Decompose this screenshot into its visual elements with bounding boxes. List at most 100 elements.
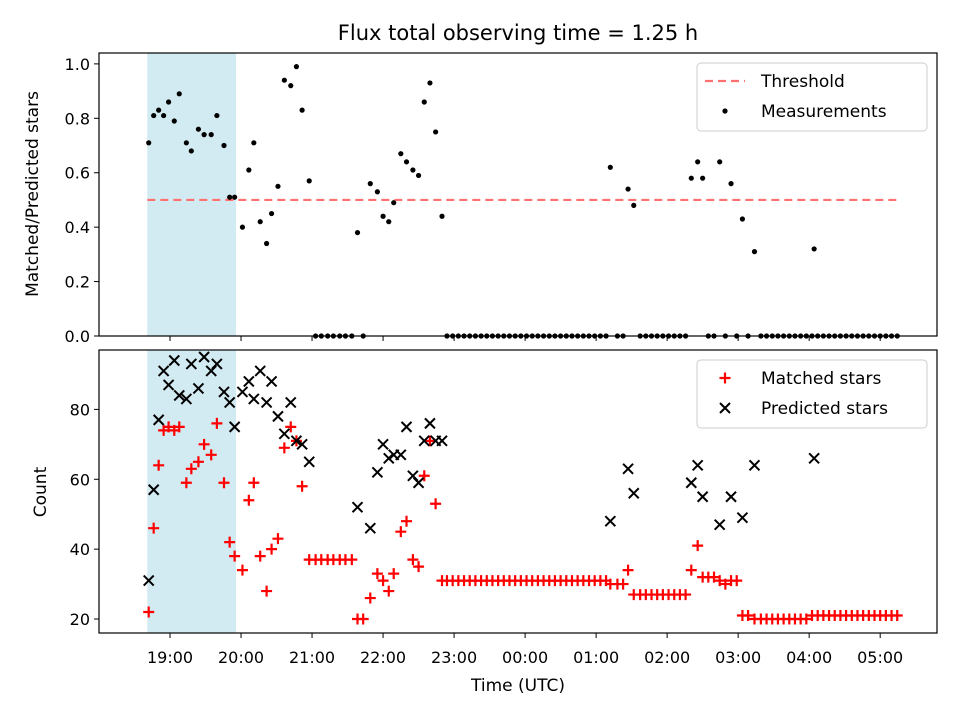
measurement-point [367,181,373,187]
predicted-star-point [400,421,413,433]
matched-star-point [742,610,754,622]
measurement-point [165,99,172,105]
matched-star-point [680,589,692,601]
predicted-star-point [412,477,425,489]
y-tick-label: 60 [70,470,90,489]
measurement-point [293,64,300,70]
measurement-point [354,229,361,236]
measurement-point [695,159,701,165]
predicted-star-point [364,522,376,534]
predicted-star-point [736,511,749,524]
predicted-star-point [395,449,407,461]
measurement-point [688,175,694,181]
matched-star-point [198,438,210,450]
predicted-star-point [236,386,249,398]
x-tick-label: 03:00 [715,648,761,667]
bottom-panel: 20 40 60 80 19:00 20:00 21:00 22:00 23:00 00:00 0… [31,349,938,667]
matched-star-point [272,533,284,545]
top-panel: 0.0 0.2 0.4 0.6 0.8 1.0 Matched/Predicted sta… [23,52,938,346]
matched-star-point [364,592,376,604]
x-tick-label: 22:00 [360,648,406,667]
measurement-point [246,167,252,173]
predicted-star-point [272,410,284,423]
observing-window-shade [147,350,237,633]
predicted-star-point [211,358,223,370]
matched-star-point [143,606,155,618]
matched-star-point [261,585,273,597]
matched-star-point [714,575,726,587]
chart-title: Flux total observing time = 1.25 h [338,21,698,45]
measurement-point [156,107,162,113]
y-tick-label: 80 [70,400,90,419]
y-tick-label: 20 [70,610,90,629]
bottom-panel-ylabel: Count [31,466,51,517]
measurement-point [151,112,157,119]
matched-star-point [205,449,217,461]
measurement-point [751,249,758,255]
predicted-star-point [192,382,205,395]
measurement-point [208,132,214,138]
matched-star-point [192,456,204,468]
predicted-star-point [254,365,266,377]
measurement-point [176,91,182,97]
measurement-point [386,219,392,225]
legend-box [696,359,928,429]
matched-star-point [229,550,241,562]
x-tick-label: 04:00 [786,648,832,667]
top-panel-ylabel: Matched/Predicted stars [23,91,43,297]
matched-star-point [243,494,255,506]
bottom-panel-frame [98,349,938,634]
predicted-star-point [285,396,297,409]
predicted-star-point [218,386,230,398]
predicted-star-point [243,375,255,388]
legend-predicted-swatch [719,402,731,414]
top-legend: Threshold Measurements [696,62,928,132]
matched-star-point [248,477,260,489]
measurement-point [214,112,220,119]
predicted-star-point [296,438,308,451]
y-tick-label: 1.0 [65,55,90,74]
predicted-star-point [180,393,193,405]
matched-star-point [224,536,236,548]
x-tick-label: 02:00 [644,648,690,667]
measurement-point [398,151,404,157]
measurement-point [146,140,152,146]
measurement-point [374,189,380,195]
predicted-star-point [162,379,175,391]
matched-star-point [731,575,743,587]
predicted-star-point [223,396,236,409]
matched-star-point [685,564,697,576]
predicted-star-point [173,389,185,402]
legend-box [696,62,928,132]
matched-star-point [173,421,185,433]
measurement-point [257,219,263,225]
legend-label: Matched stars [761,369,881,389]
predicted-star-point [622,463,634,475]
measurement-point [221,142,227,149]
matched-star-point [266,543,278,555]
measurement-point [625,186,631,192]
matched-star-point [285,421,297,433]
x-tick-label: 23:00 [431,648,477,667]
measurement-point [439,213,445,219]
predicted-star-point [248,393,260,405]
matched-star-point [401,515,413,527]
measurement-point [607,164,613,170]
matched-star-point [617,578,629,590]
legend-label: Threshold [760,72,845,92]
matched-star-point [719,578,731,590]
legend-label: Predicted stars [761,399,888,419]
predicted-star-point [290,435,303,447]
matched-star-point [891,610,903,622]
measurement-point [251,140,257,146]
predicted-star-point [436,435,448,447]
predicted-star-point [157,365,170,377]
predicted-star-point [418,435,430,447]
matched-star-point [236,564,248,576]
legend-label: Measurements [761,102,887,122]
measurement-point [275,183,281,189]
x-axis-label: Time (UTC) [470,676,565,696]
measurement-point [700,175,706,181]
x-tick-label: 21:00 [289,648,335,667]
